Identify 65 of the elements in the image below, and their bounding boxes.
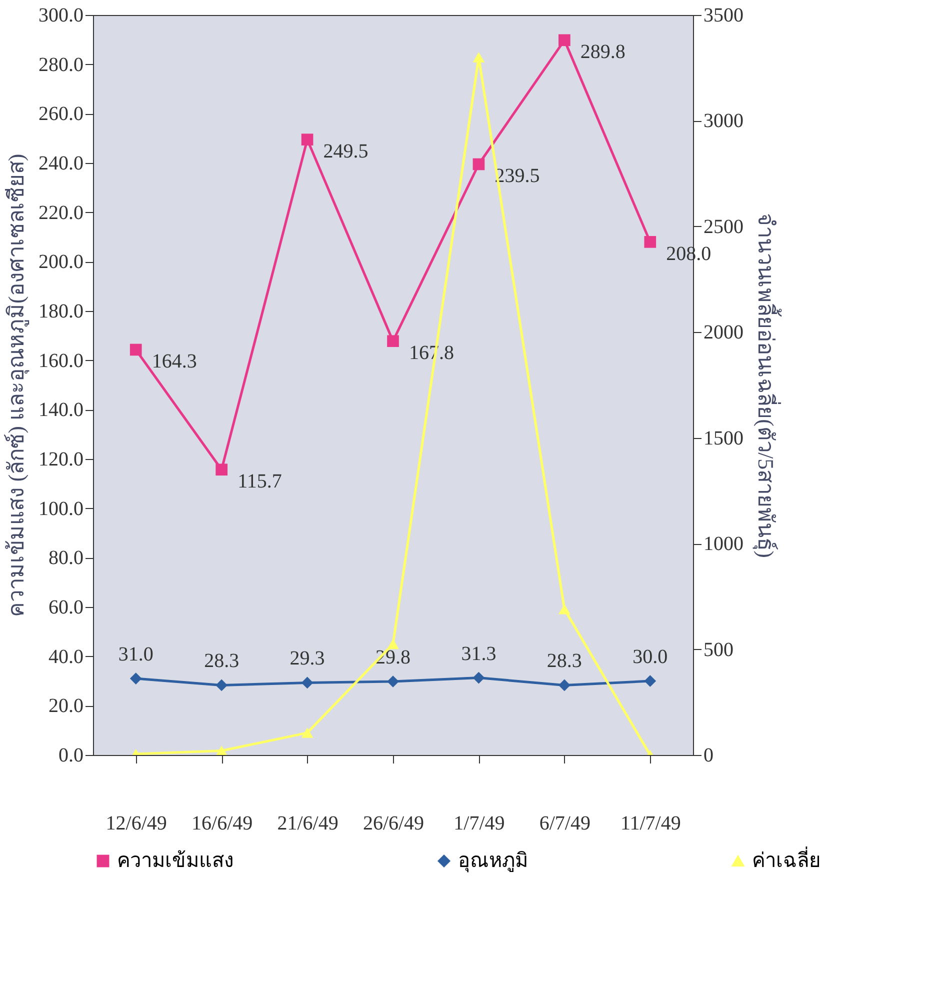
y-tick-label: 0.0: [58, 744, 84, 766]
data-label: 115.7: [238, 470, 282, 493]
point: [558, 604, 570, 614]
y2-tick-label: 2500: [704, 216, 744, 238]
y2-tick-label: 3500: [704, 4, 744, 26]
y-tick-label: 160.0: [38, 350, 84, 372]
data-label: 289.8: [580, 41, 626, 64]
point: [216, 464, 228, 476]
point: [472, 672, 485, 684]
x-tick-label: 6/7/49: [539, 812, 590, 834]
point: [216, 746, 228, 755]
y-tick-label: 220.0: [38, 202, 84, 224]
y2-tick-label: 2000: [704, 322, 744, 344]
x-tick-label: 12/6/49: [106, 812, 167, 834]
y2-tick-label: 0: [704, 744, 714, 766]
data-label: 30.0: [632, 646, 668, 668]
y2-tick-label: 1000: [704, 533, 744, 556]
y2-tick-label: 500: [704, 638, 734, 661]
y-tick-label: 60.0: [48, 596, 84, 618]
x-tick-label: 16/6/49: [192, 812, 253, 834]
y-tick-label: 180.0: [38, 300, 84, 322]
y-tick-label: 120.0: [38, 448, 84, 470]
x-tick-label: 26/6/49: [362, 812, 424, 834]
data-label: 28.3: [204, 650, 240, 672]
point: [472, 52, 485, 62]
point: [301, 728, 314, 738]
y2-tick-label: 3000: [704, 110, 744, 132]
y-axis-title: ความเข้มแสง (ลักซ์) และอุณหภูมิ(องศาเซลเซียส): [4, 154, 30, 618]
y2-axis-title: จำนวนเพลี้ยอ่อนเฉลี่ย(ตัว/5สายพันธุ์): [752, 213, 782, 558]
point: [558, 34, 570, 46]
data-label: 249.5: [323, 140, 368, 163]
y-tick-label: 280.0: [38, 54, 84, 76]
y2-tick-label: 1500: [704, 427, 744, 450]
y-tick-label: 200.0: [38, 251, 84, 274]
point: [301, 134, 314, 146]
y-tick-label: 140.0: [38, 399, 84, 422]
legend-label: ความเข้มแสง: [117, 850, 234, 872]
point: [130, 672, 142, 684]
point: [216, 679, 228, 692]
data-label: 31.3: [461, 642, 496, 665]
y-tick-label: 300.0: [38, 4, 84, 26]
point: [472, 158, 485, 170]
x-tick-label: 11/7/49: [620, 812, 681, 834]
y-tick-label: 40.0: [48, 646, 84, 668]
point: [558, 679, 570, 692]
y-tick-label: 240.0: [38, 152, 84, 174]
y-tick-label: 260.0: [38, 103, 84, 126]
point: [644, 675, 656, 687]
legend-label: อุณหภูมิ: [458, 850, 528, 873]
point: [387, 676, 399, 688]
point: [387, 335, 399, 348]
x-tick-label: 21/6/49: [277, 812, 338, 834]
point: [644, 236, 656, 248]
data-label: 29.3: [290, 648, 325, 670]
data-label: 164.3: [152, 350, 197, 373]
y-tick-label: 100.0: [38, 498, 84, 520]
y-tick-label: 20.0: [48, 695, 84, 718]
data-label: 28.3: [546, 650, 582, 672]
point: [387, 638, 399, 650]
y-tick-label: 80.0: [48, 547, 84, 570]
x-tick-label: 1/7/49: [454, 812, 505, 834]
point: [130, 344, 142, 356]
point: [301, 676, 314, 689]
data-label: 31.0: [118, 644, 154, 666]
legend-label: ค่าเฉลี่ย: [752, 846, 821, 872]
